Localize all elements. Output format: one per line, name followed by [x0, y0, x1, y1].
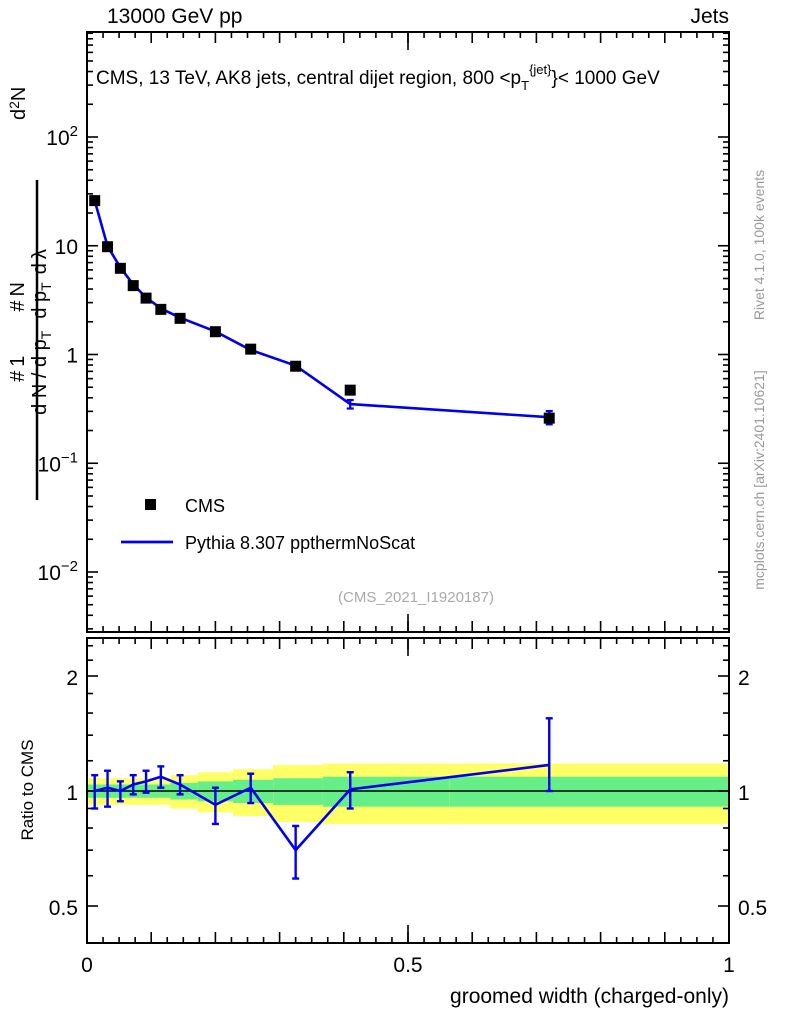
ratio-y-tick-label: 1 — [66, 782, 78, 805]
ratio-y-tick-labels-right: 210.5 — [738, 667, 767, 920]
cms-data-marker — [127, 280, 139, 292]
analysis-watermark: (CMS_2021_I1920187) — [338, 589, 494, 606]
rivet-version-text: Rivet 4.1.0, 100k events — [751, 170, 767, 320]
x-axis-tick-labels: 0 0.5 1 — [81, 954, 735, 977]
y-axis-d2n: d2N — [6, 87, 30, 120]
main-y-tick-label: 10−1 — [38, 449, 78, 476]
x-axis-title: groomed width (charged-only) — [450, 985, 729, 1008]
y-axis-title: #1#N — [7, 282, 29, 382]
ratio-y-tick-label: 2 — [66, 667, 78, 690]
cms-data-marker — [114, 262, 126, 274]
legend-label: Pythia 8.307 ppthermNoScat — [185, 533, 415, 553]
x-axis-tick-label: 0.5 — [393, 954, 422, 977]
cms-data-marker — [155, 303, 167, 315]
legend-marker-square — [145, 499, 156, 510]
main-y-tick-label: 102 — [46, 123, 78, 150]
ratio-y-tick-labels: 210.5 — [49, 667, 78, 920]
cms-data-marker — [245, 343, 257, 355]
cms-data-marker — [344, 384, 356, 396]
ratio-y-tick-label-right: 1 — [738, 782, 750, 805]
ratio-y-tick-label: 0.5 — [49, 897, 78, 920]
ratio-curve — [94, 763, 550, 853]
x-axis-tick-label: 0 — [81, 954, 93, 977]
main-y-tick-label: 1 — [66, 345, 78, 368]
main-y-tick-label: 10−2 — [38, 558, 78, 585]
ratio-axis-ticks — [86, 638, 730, 943]
cms-data-marker — [140, 292, 152, 304]
ratio-data-series — [91, 717, 553, 880]
header-left: 13000 GeV pp — [107, 5, 242, 28]
ratio-panel — [86, 637, 730, 944]
cms-data-marker — [174, 312, 186, 324]
main-axis-ticks — [86, 32, 730, 632]
main-panel — [86, 31, 730, 633]
main-y-tick-labels: 102 10 1 10−1 10−2 — [38, 123, 78, 585]
cms-data-marker — [290, 360, 302, 372]
svg-text:#1#N: #1#N — [7, 282, 29, 382]
cms-data-marker — [543, 412, 555, 424]
ratio-y-tick-label-right: 2 — [738, 667, 750, 690]
cms-data-marker — [89, 195, 101, 207]
main-y-tick-label: 10 — [55, 236, 78, 259]
ratio-y-tick-label-right: 0.5 — [738, 897, 767, 920]
cms-data-marker — [102, 241, 114, 253]
x-axis-tick-label: 1 — [723, 954, 735, 977]
y-axis-title-denominator: d N / d pTd pTdλ — [29, 249, 54, 415]
legend: CMS Pythia 8.307 ppthermNoScat — [121, 496, 415, 553]
svg-text:d N / d pTd pTdλ: d N / d pTd pTdλ — [29, 249, 54, 415]
legend-label: CMS — [185, 496, 225, 516]
header-right: Jets — [690, 5, 729, 28]
mcplots-credit-text: mcplots.cern.ch [arXiv:2401.10621] — [751, 370, 767, 589]
ratio-axis-title: Ratio to CMS — [18, 739, 37, 840]
main-title: CMS, 13 TeV, AK8 jets, central dijet reg… — [96, 62, 660, 93]
cms-data-marker — [209, 326, 221, 338]
main-data-series — [89, 195, 555, 426]
